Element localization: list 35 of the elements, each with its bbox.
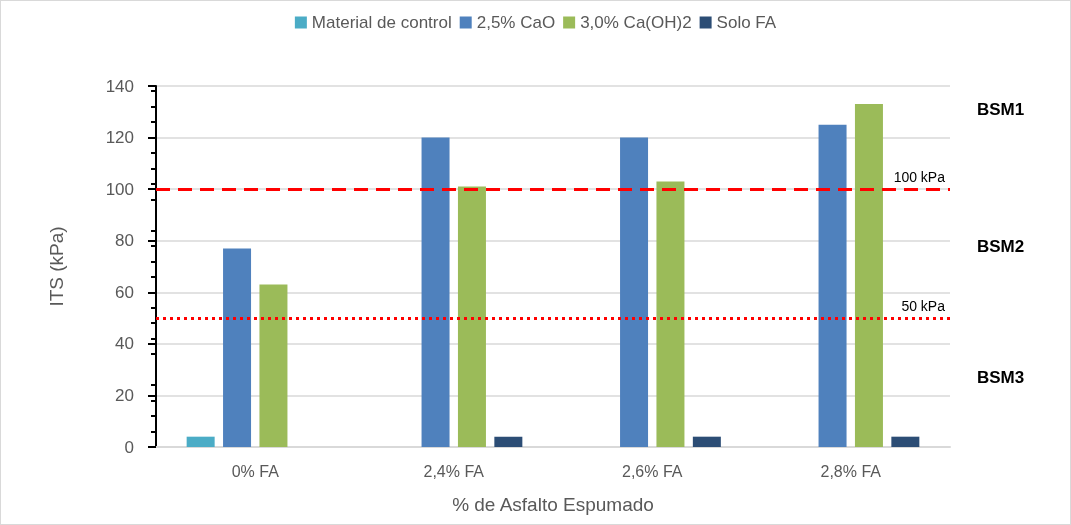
legend-label: Material de control bbox=[311, 13, 452, 32]
bar bbox=[692, 436, 721, 447]
bar bbox=[818, 124, 847, 447]
y-tick-label: 120 bbox=[105, 128, 134, 148]
y-tick-label: 80 bbox=[115, 231, 134, 251]
y-tick-label: 20 bbox=[115, 385, 134, 405]
bar bbox=[891, 436, 920, 447]
bar bbox=[186, 436, 215, 447]
ref-line-label: 50 kPa bbox=[901, 298, 946, 315]
y-tick-label: 60 bbox=[115, 282, 134, 302]
legend-label: Solo FA bbox=[716, 13, 777, 32]
y-tick-label: 40 bbox=[115, 334, 134, 354]
y-tick-label: 140 bbox=[105, 76, 134, 96]
x-axis-title: % de Asfalto Espumado bbox=[452, 494, 654, 515]
x-tick-label: 2,4% FA bbox=[423, 462, 485, 480]
bar bbox=[223, 248, 252, 447]
x-tick-label: 0% FA bbox=[231, 462, 280, 480]
y-tick-label: 0 bbox=[124, 437, 134, 457]
bar bbox=[421, 137, 450, 447]
bar bbox=[457, 186, 486, 447]
text: BSM1 bbox=[977, 99, 1025, 119]
bar bbox=[259, 284, 288, 447]
bar bbox=[656, 181, 685, 447]
y-tick-label: 100 bbox=[105, 179, 134, 199]
bar bbox=[854, 104, 883, 447]
text: BSM3 bbox=[977, 368, 1025, 388]
x-tick-label: 2,6% FA bbox=[622, 462, 683, 480]
bar bbox=[620, 137, 649, 447]
bar bbox=[494, 436, 523, 447]
legend-label: 3,0% Ca(OH)2 bbox=[580, 13, 692, 32]
x-tick-label: 2,8% FA bbox=[820, 462, 882, 480]
y-axis-title: ITS (kPa) bbox=[46, 226, 67, 307]
ref-line-label: 100 kPa bbox=[893, 169, 946, 186]
text: BSM2 bbox=[977, 237, 1025, 257]
legend-label: 2,5% CaO bbox=[476, 13, 556, 32]
